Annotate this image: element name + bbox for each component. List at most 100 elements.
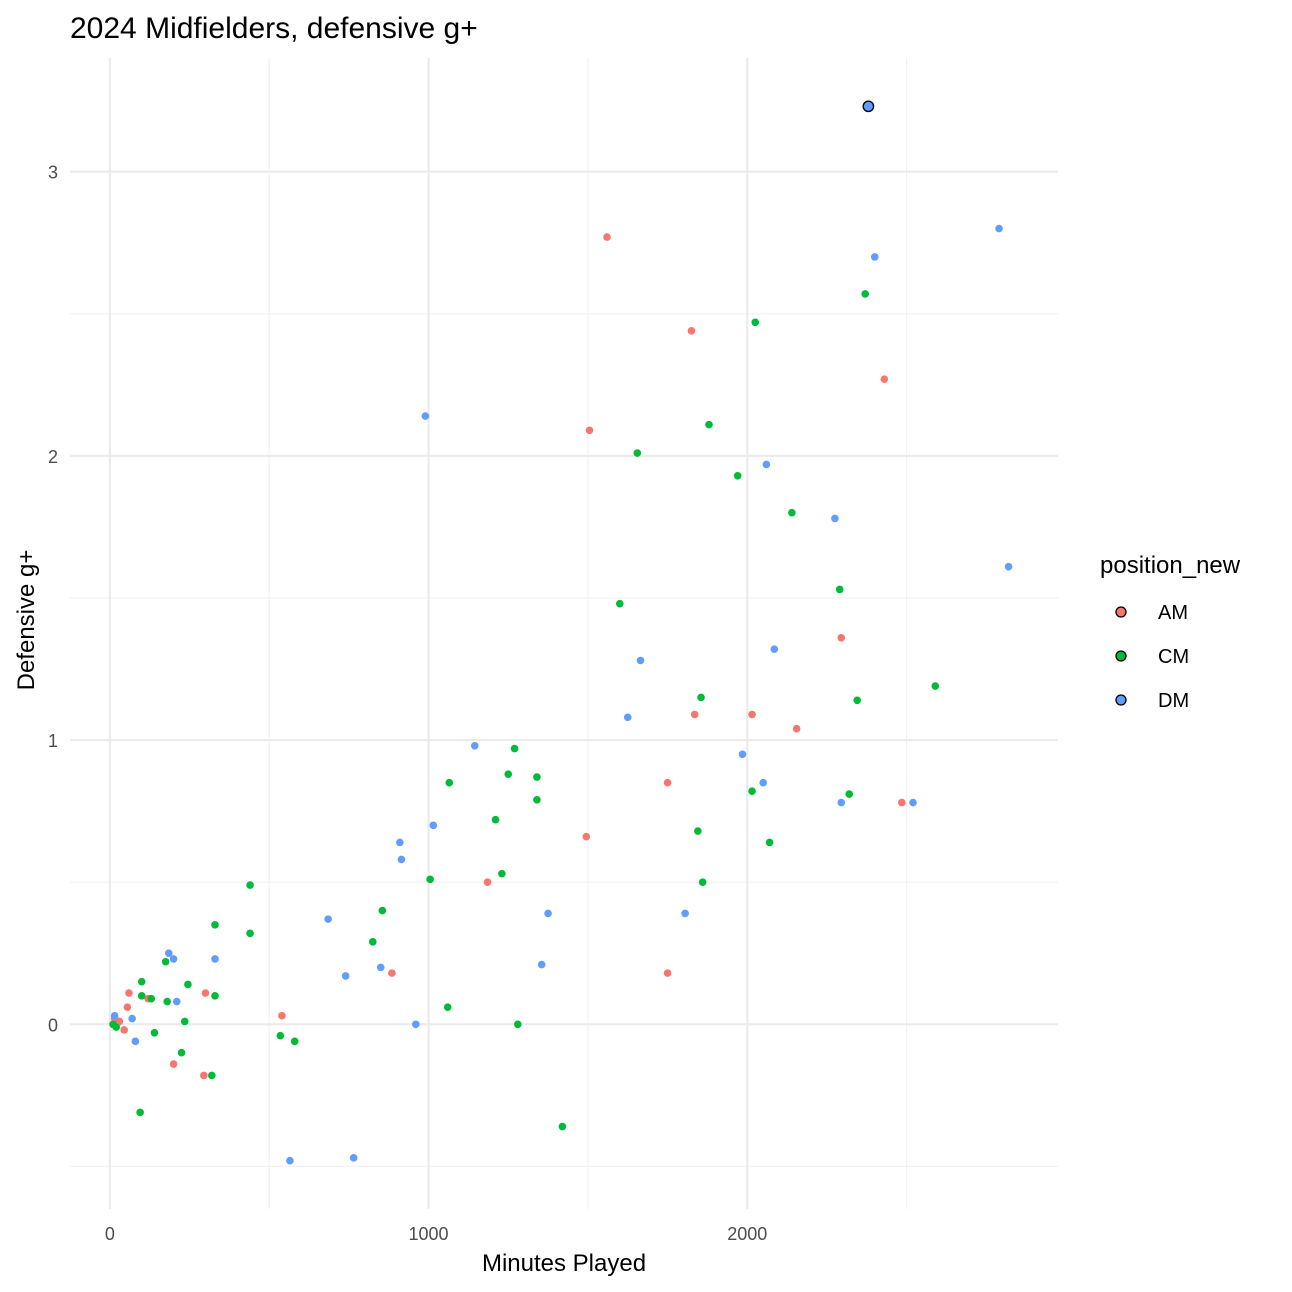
data-point-dm xyxy=(870,253,879,261)
x-axis-title: Minutes Played xyxy=(482,1250,646,1277)
data-point-cm xyxy=(147,994,156,1003)
x-tick-label: 0 xyxy=(105,1224,115,1244)
data-point-cm xyxy=(246,881,254,889)
data-point-cm xyxy=(498,869,506,878)
data-point-cm xyxy=(533,795,541,804)
data-point-cm xyxy=(137,977,146,986)
data-point-dm xyxy=(211,955,219,963)
data-point-cm xyxy=(748,787,756,796)
data-point-cm xyxy=(861,290,869,298)
data-point-dm xyxy=(470,741,479,750)
data-points xyxy=(109,100,1013,1165)
data-point-dm xyxy=(429,821,438,830)
x-tick-label: 2000 xyxy=(727,1224,767,1244)
data-point-am xyxy=(582,832,591,841)
data-point-dm xyxy=(738,750,747,759)
data-point-cm xyxy=(184,980,192,989)
data-point-dm xyxy=(544,909,552,918)
data-point-cm xyxy=(290,1037,299,1046)
data-point-cm xyxy=(694,827,702,835)
data-point-dm xyxy=(349,1154,358,1162)
data-point-dm xyxy=(165,949,173,958)
data-point-am xyxy=(483,878,492,886)
data-point-cm xyxy=(136,1108,144,1117)
y-tick-label: 2 xyxy=(48,447,58,467)
data-point-cm xyxy=(533,773,541,781)
data-point-am xyxy=(201,989,210,997)
y-tick-label: 3 xyxy=(48,163,58,183)
highlighted-data-point xyxy=(862,100,875,113)
data-point-dm xyxy=(421,412,430,420)
data-point-cm xyxy=(765,838,774,847)
data-point-am xyxy=(898,798,906,807)
data-point-cm xyxy=(510,744,519,753)
data-point-dm xyxy=(623,713,632,722)
data-point-dm xyxy=(681,909,689,918)
data-point-dm xyxy=(376,963,385,972)
data-point-dm xyxy=(837,798,846,807)
data-point-dm xyxy=(397,855,406,864)
data-point-am xyxy=(748,710,756,719)
data-point-am xyxy=(837,633,846,642)
data-point-cm xyxy=(161,957,170,966)
data-point-cm xyxy=(211,992,219,1000)
data-point-cm xyxy=(112,1023,121,1031)
data-point-cm xyxy=(163,997,172,1006)
data-point-cm xyxy=(211,921,219,929)
data-point-am xyxy=(115,1017,124,1026)
data-point-am xyxy=(120,1026,128,1034)
tick-labels: 0 1000 2000 0 1 2 3 xyxy=(48,163,767,1244)
data-point-dm xyxy=(110,1011,119,1020)
data-point-cm xyxy=(788,508,796,517)
data-point-am xyxy=(200,1071,208,1080)
data-point-cm xyxy=(697,693,705,702)
legend-label-cm: CM xyxy=(1158,646,1189,668)
data-point-am xyxy=(792,724,801,733)
data-point-am xyxy=(169,1060,178,1068)
data-point-am xyxy=(585,426,594,435)
data-point-cm xyxy=(513,1020,522,1029)
data-point-cm xyxy=(445,778,454,787)
data-point-dm xyxy=(636,656,645,665)
data-point-am xyxy=(663,778,672,787)
data-point-cm xyxy=(705,420,713,429)
y-axis-title: Defensive g+ xyxy=(13,550,40,691)
legend-key-cm xyxy=(1115,650,1127,662)
grid xyxy=(70,58,1058,1209)
data-point-cm xyxy=(378,906,387,915)
legend-key-am xyxy=(1115,606,1127,618)
data-point-dm xyxy=(172,997,181,1006)
data-point-cm xyxy=(558,1122,567,1131)
data-point-dm xyxy=(831,514,839,523)
data-point-cm xyxy=(246,929,254,938)
data-point-cm xyxy=(426,875,434,884)
data-point-dm xyxy=(1004,562,1013,571)
legend-label-dm: DM xyxy=(1158,690,1189,712)
data-point-am xyxy=(278,1011,286,1020)
data-point-dm xyxy=(995,224,1003,233)
data-point-cm xyxy=(698,878,707,886)
y-tick-label: 1 xyxy=(48,731,58,751)
data-point-dm xyxy=(131,1037,140,1046)
data-point-dm xyxy=(909,798,917,807)
data-point-cm xyxy=(751,318,760,327)
data-point-dm xyxy=(341,972,350,980)
y-tick-label: 0 xyxy=(48,1015,58,1035)
legend-label-am: AM xyxy=(1158,602,1188,624)
data-point-cm xyxy=(931,682,940,690)
data-point-cm xyxy=(853,696,862,705)
data-point-am xyxy=(603,233,611,241)
data-point-cm xyxy=(180,1017,189,1026)
data-point-am xyxy=(125,989,133,997)
data-point-am xyxy=(880,375,889,383)
data-point-cm xyxy=(368,938,377,946)
x-tick-label: 1000 xyxy=(409,1224,449,1244)
data-point-cm xyxy=(150,1028,159,1037)
data-point-cm xyxy=(845,790,854,798)
data-point-cm xyxy=(491,815,500,824)
data-point-cm xyxy=(443,1003,452,1012)
data-point-dm xyxy=(128,1014,136,1023)
data-point-cm xyxy=(615,599,624,608)
